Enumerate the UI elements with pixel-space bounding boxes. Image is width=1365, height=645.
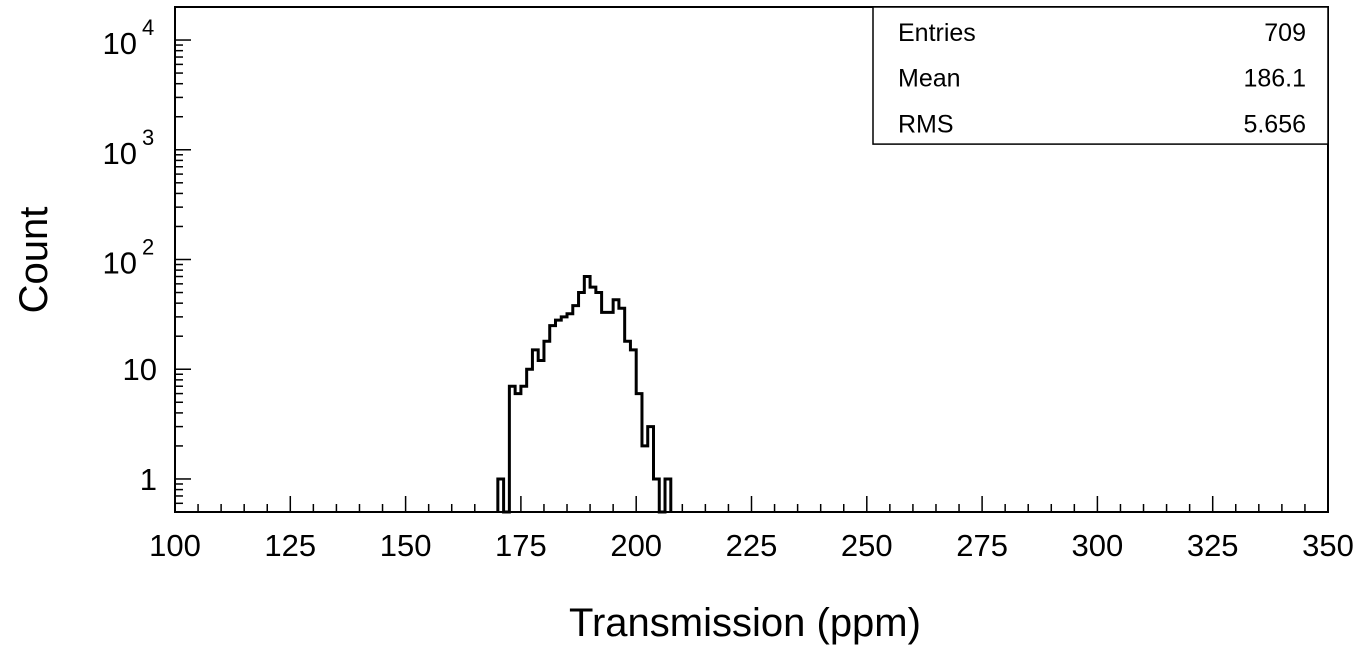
stats-mean-value: 186.1: [1243, 65, 1306, 93]
y-tick-exponent: 3: [142, 125, 154, 150]
stats-entries-label: Entries: [898, 19, 976, 47]
x-tick-label: 125: [264, 528, 316, 563]
x-tick-label: 250: [841, 528, 893, 563]
stats-rms-label: RMS: [898, 110, 954, 138]
y-axis-title: Count: [12, 207, 56, 314]
x-tick-label: 225: [726, 528, 778, 563]
y-tick-label: 10: [123, 352, 157, 387]
y-tick-label: 1: [140, 462, 157, 497]
y-tick-label: 10: [103, 26, 137, 61]
x-axis-title: Transmission (ppm): [569, 601, 921, 645]
stats-entries-value: 709: [1264, 19, 1306, 47]
x-tick-label: 275: [956, 528, 1008, 563]
x-tick-labels: 100 125 150 175 200 225 250 275 300 325 350: [149, 528, 1354, 563]
x-tick-label: 100: [149, 528, 201, 563]
x-tick-label: 350: [1302, 528, 1354, 563]
y-tick-label: 10: [103, 246, 137, 281]
stats-mean-label: Mean: [898, 65, 961, 93]
x-tick-label: 200: [610, 528, 662, 563]
stats-box-frame: [872, 6, 1329, 145]
y-tick-label: 10: [103, 136, 137, 171]
x-tick-label: 175: [495, 528, 547, 563]
x-tick-label: 325: [1187, 528, 1239, 563]
stats-rms-value: 5.656: [1243, 110, 1306, 138]
histogram-outline: [496, 275, 673, 514]
plot-frame: [174, 6, 1329, 513]
axis-ticks: [174, 6, 1329, 513]
y-tick-exponent: 2: [142, 235, 154, 260]
stats-box: Entries 709 Mean 186.1 RMS 5.656: [872, 6, 1329, 145]
x-tick-label: 150: [380, 528, 432, 563]
y-tick-exponent: 4: [142, 15, 154, 40]
x-tick-label: 300: [1072, 528, 1124, 563]
